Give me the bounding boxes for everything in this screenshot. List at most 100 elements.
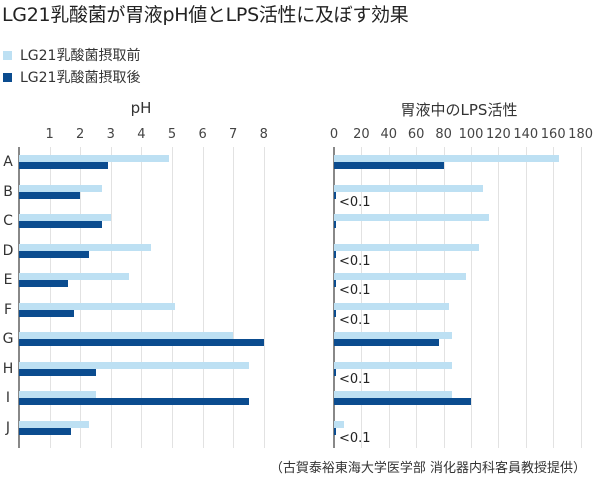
legend-label-after: LG21乳酸菌摂取後 [20, 70, 141, 86]
category-label: B [3, 183, 13, 200]
lps-bar-after [334, 280, 336, 287]
lps-gridline [553, 147, 555, 448]
ph-gridline [110, 147, 112, 448]
source-credit: （古賀泰裕東海大学医学部 消化器内科客員教授提供） [269, 461, 586, 476]
ph-bar-before [19, 214, 111, 221]
category-label: D [2, 242, 14, 259]
lps-bar-before [334, 302, 450, 310]
lps-bar-after [334, 221, 336, 228]
category-label: G [2, 331, 14, 347]
lps-gridline [580, 147, 582, 448]
ph-bar-before [19, 302, 176, 310]
lps-annotation: <0.1 [339, 194, 371, 210]
ph-tick-label: 3 [106, 127, 115, 142]
lps-bar-before [334, 273, 466, 280]
ph-panel-title: pH [130, 99, 152, 117]
lps-bar-before [334, 332, 452, 339]
lps-tick-label: 100 [458, 127, 484, 142]
ph-gridline [80, 147, 82, 448]
ph-bar-after [19, 280, 68, 287]
ph-gridline [233, 147, 235, 448]
ph-bar-after [19, 398, 249, 405]
lps-bar-before [334, 214, 489, 221]
lps-bar-after [334, 250, 336, 258]
ph-bar-before [19, 420, 90, 428]
ph-bar-after [19, 250, 90, 258]
ph-bar-after [19, 162, 108, 169]
lps-gridline [416, 147, 418, 448]
ph-bar-before [19, 361, 249, 369]
ph-gridline [49, 147, 51, 448]
ph-bar-after [19, 191, 81, 199]
lps-annotation: <0.1 [339, 312, 371, 328]
lps-bar-before [334, 361, 452, 369]
legend: LG21乳酸菌摂取前 LG21乳酸菌摂取後 [3, 44, 140, 88]
ph-bar-after [19, 339, 264, 346]
ph-tick-label: 1 [45, 127, 54, 142]
lps-bar-after [334, 309, 336, 317]
lps-annotation: <0.1 [339, 283, 371, 298]
lps-annotation: <0.1 [339, 430, 371, 446]
ph-bar-after [19, 368, 96, 376]
lps-tick-label: 120 [485, 127, 511, 142]
ph-bar-before [19, 184, 102, 192]
lps-bar-after [334, 191, 336, 199]
ph-bar-before [19, 332, 234, 339]
ph-bar-before [19, 155, 169, 162]
ph-tick-label: 4 [137, 127, 146, 142]
category-label: H [2, 360, 14, 377]
legend-swatch-after [3, 72, 12, 82]
lps-gridline [498, 147, 500, 448]
lps-gridline [525, 147, 527, 448]
ph-gridline [263, 147, 265, 448]
lps-bar-before [334, 155, 559, 162]
legend-item-before: LG21乳酸菌摂取前 [3, 44, 140, 66]
ph-bar-after [19, 427, 72, 435]
lps-annotation: <0.1 [339, 371, 371, 387]
category-label: I [5, 390, 11, 406]
category-label: E [3, 272, 13, 288]
lps-bar-after [334, 339, 440, 346]
lps-tick-label: 160 [540, 127, 566, 142]
legend-swatch-before [3, 50, 12, 60]
lps-tick-label: 60 [407, 127, 425, 142]
category-label: J [5, 419, 11, 436]
lps-tick-label: 20 [353, 127, 370, 142]
lps-gridline [471, 147, 472, 448]
lps-bar-after [334, 427, 336, 435]
lps-gridline [388, 147, 390, 448]
lps-bar-after [334, 162, 444, 169]
category-label: C [3, 213, 13, 229]
ph-bar-after [19, 309, 75, 317]
ph-tick-label: 6 [198, 127, 207, 142]
lps-annotation: <0.1 [339, 253, 371, 269]
ph-bar-before [19, 273, 130, 280]
lps-bar-before [334, 420, 344, 428]
lps-bar-before [334, 391, 452, 398]
lps-bar-before [334, 184, 484, 192]
category-label: F [3, 301, 13, 318]
lps-gridline [443, 147, 445, 448]
ph-tick-label: 7 [229, 127, 238, 142]
lps-gridline [361, 147, 363, 448]
lps-tick-label: 0 [329, 127, 339, 142]
ph-tick-label: 2 [76, 127, 85, 142]
lps-bar-before [334, 243, 480, 251]
legend-label-before: LG21乳酸菌摂取前 [20, 48, 141, 64]
legend-item-after: LG21乳酸菌摂取後 [3, 66, 140, 88]
lps-bar-after [334, 398, 471, 405]
lps-bar-after [334, 368, 336, 376]
lps-tick-label: 140 [513, 127, 539, 142]
ph-gridline [141, 147, 143, 448]
ph-gridline [172, 147, 173, 448]
lps-tick-label: 80 [435, 127, 452, 142]
lps-tick-label: 40 [380, 127, 398, 142]
lps-axis [333, 147, 335, 448]
ph-axis [18, 147, 20, 448]
ph-bar-before [19, 243, 151, 251]
ph-tick-label: 8 [259, 127, 268, 142]
chart-title: LG21乳酸菌が胃液pH値とLPS活性に及ぼす効果 [2, 4, 409, 26]
ph-tick-label: 5 [167, 127, 177, 142]
ph-bar-before [19, 391, 96, 398]
ph-bar-after [19, 221, 102, 228]
